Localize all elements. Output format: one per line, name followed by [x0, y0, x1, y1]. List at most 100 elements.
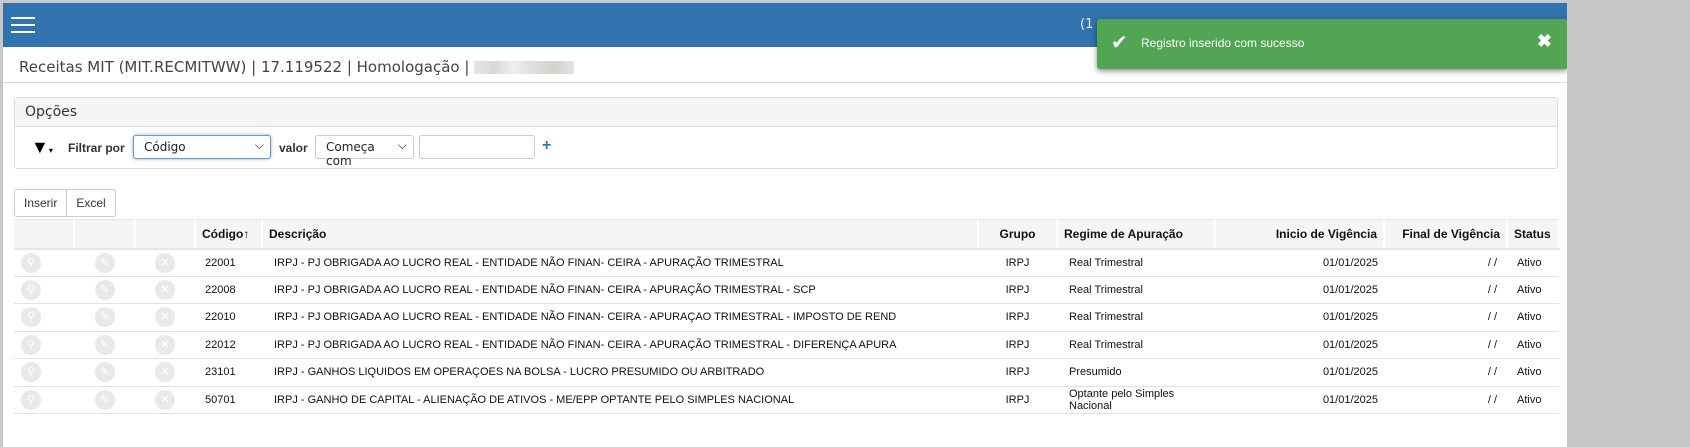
- cell-codigo: 22012: [195, 331, 262, 359]
- edit-icon[interactable]: ✎: [94, 362, 115, 383]
- cell-status: Ativo: [1507, 248, 1559, 277]
- toast-message: Registro inserido com sucesso: [1141, 36, 1305, 50]
- filter-label: Filtrar por: [68, 141, 125, 155]
- col-codigo[interactable]: Código↑: [195, 219, 263, 250]
- view-icon[interactable]: ⚲: [21, 362, 41, 383]
- table-row: ⚲ ✎ ✕ 22012 IRPJ - PJ OBRIGADA AO LUCRO …: [14, 331, 1559, 359]
- cell-grupo: IRPJ: [978, 248, 1057, 277]
- add-filter-button[interactable]: +: [542, 137, 552, 154]
- table-row: ⚲ ✎ ✕ 50701 IRPJ - GANHO DE CAPITAL - AL…: [14, 386, 1559, 414]
- edit-icon[interactable]: ✎: [94, 389, 115, 410]
- cell-inicio: 01/01/2025: [1215, 386, 1384, 414]
- chevron-down-icon: ⌵: [397, 138, 407, 152]
- cell-codigo: 22008: [195, 276, 262, 304]
- filter-icon[interactable]: ▼▾: [31, 137, 53, 157]
- cell-final: / /: [1384, 331, 1507, 359]
- cell-descricao: IRPJ - PJ OBRIGADA AO LUCRO REAL - ENTID…: [262, 248, 978, 277]
- col-status[interactable]: Status: [1507, 219, 1560, 250]
- cell-grupo: IRPJ: [978, 303, 1057, 332]
- cell-final: / /: [1384, 248, 1507, 277]
- value-label: valor: [279, 141, 308, 155]
- view-icon[interactable]: ⚲: [21, 389, 41, 410]
- cell-regime: Real Trimestral: [1057, 303, 1215, 332]
- blurred-user: [474, 61, 575, 74]
- table-row: ⚲ ✎ ✕ 22008 IRPJ - PJ OBRIGADA AO LUCRO …: [14, 276, 1559, 304]
- cell-inicio: 01/01/2025: [1215, 331, 1384, 359]
- header-counter: (1: [1080, 17, 1094, 32]
- view-icon[interactable]: ⚲: [21, 334, 41, 355]
- cell-final: / /: [1384, 303, 1507, 332]
- cell-codigo: 22010: [195, 303, 262, 332]
- options-heading: Opções: [15, 98, 1557, 127]
- cell-regime: Real Trimestral: [1057, 331, 1215, 359]
- view-icon[interactable]: ⚲: [21, 279, 41, 300]
- page-title-text: Receitas MIT (MIT.RECMITWW) | 17.119522 …: [19, 58, 470, 76]
- chevron-down-icon: ⌵: [254, 138, 264, 152]
- cell-descricao: IRPJ - PJ OBRIGADA AO LUCRO REAL - ENTID…: [262, 303, 978, 332]
- delete-icon[interactable]: ✕: [155, 307, 175, 328]
- edit-icon[interactable]: ✎: [94, 252, 115, 273]
- edit-icon[interactable]: ✎: [94, 307, 115, 328]
- cell-final: / /: [1384, 358, 1507, 387]
- cell-descricao: IRPJ - GANHOS LIQUIDOS EM OPERAÇOES NA B…: [262, 358, 978, 387]
- divider: [3, 82, 1567, 83]
- cell-inicio: 01/01/2025: [1215, 276, 1384, 304]
- cell-status: Ativo: [1507, 303, 1559, 332]
- col-grupo[interactable]: Grupo: [978, 219, 1058, 250]
- cell-regime: Real Trimestral: [1057, 248, 1215, 277]
- data-table: Código↑ Descrição Grupo Regime de Apuraç…: [14, 219, 1560, 414]
- cell-grupo: IRPJ: [978, 276, 1057, 304]
- insert-button[interactable]: Inserir: [24, 196, 58, 210]
- operator-value: Começa com: [326, 140, 375, 168]
- edit-icon[interactable]: ✎: [94, 279, 115, 300]
- cell-descricao: IRPJ - PJ OBRIGADA AO LUCRO REAL - ENTID…: [262, 276, 978, 304]
- filter-value-input[interactable]: [419, 135, 535, 159]
- col-descricao[interactable]: Descrição: [262, 219, 979, 250]
- cell-inicio: 01/01/2025: [1215, 303, 1384, 332]
- cell-status: Ativo: [1507, 276, 1559, 304]
- cell-inicio: 01/01/2025: [1215, 248, 1384, 277]
- success-toast: ✔ Registro inserido com sucesso ✖: [1097, 19, 1567, 69]
- cell-regime: Real Trimestral: [1057, 276, 1215, 304]
- col-delete: [135, 219, 196, 250]
- cell-status: Ativo: [1507, 358, 1559, 387]
- sort-asc-icon: ↑: [243, 226, 250, 241]
- delete-icon[interactable]: ✕: [155, 279, 175, 300]
- cell-regime: Presumido: [1057, 358, 1215, 387]
- edit-icon[interactable]: ✎: [94, 334, 115, 355]
- options-panel: Opções ▼▾ Filtrar por Código ⌵ valor Come…: [14, 97, 1558, 169]
- delete-icon[interactable]: ✕: [155, 334, 175, 355]
- app-window: (1 Receitas MIT (MIT.RECMITWW) | 17.1195…: [3, 3, 1567, 447]
- col-final[interactable]: Final de Vigência: [1384, 219, 1508, 250]
- cell-final: / /: [1384, 386, 1507, 414]
- close-icon[interactable]: ✖: [1536, 31, 1552, 51]
- cell-codigo: 22001: [195, 248, 262, 277]
- view-icon[interactable]: ⚲: [21, 252, 41, 273]
- col-regime[interactable]: Regime de Apuração: [1057, 219, 1216, 250]
- cell-grupo: IRPJ: [978, 358, 1057, 387]
- table-row: ⚲ ✎ ✕ 23101 IRPJ - GANHOS LIQUIDOS EM OP…: [14, 358, 1559, 387]
- delete-icon[interactable]: ✕: [155, 389, 175, 410]
- cell-status: Ativo: [1507, 331, 1559, 359]
- filter-field-value: Código: [144, 140, 186, 154]
- cell-inicio: 01/01/2025: [1215, 358, 1384, 387]
- operator-select[interactable]: Começa com ⌵: [315, 135, 414, 168]
- cell-final: / /: [1384, 276, 1507, 304]
- hamburger-menu-icon[interactable]: [11, 17, 35, 35]
- delete-icon[interactable]: ✕: [155, 252, 175, 273]
- cell-codigo: 50701: [195, 386, 262, 414]
- cell-grupo: IRPJ: [978, 331, 1057, 359]
- cell-descricao: IRPJ - GANHO DE CAPITAL - ALIENAÇÃO DE A…: [262, 386, 978, 414]
- action-buttons: Inserir Excel: [14, 189, 116, 217]
- col-view: [14, 219, 75, 250]
- view-icon[interactable]: ⚲: [21, 307, 41, 328]
- delete-icon[interactable]: ✕: [155, 362, 175, 383]
- check-icon: ✔: [1111, 32, 1128, 54]
- page-title: Receitas MIT (MIT.RECMITWW) | 17.119522 …: [19, 58, 575, 76]
- filter-field-select[interactable]: Código ⌵: [133, 135, 271, 159]
- excel-button[interactable]: Excel: [66, 190, 114, 216]
- table-row: ⚲ ✎ ✕ 22001 IRPJ - PJ OBRIGADA AO LUCRO …: [14, 248, 1559, 277]
- cell-grupo: IRPJ: [978, 386, 1057, 414]
- col-inicio[interactable]: Inicio de Vigência: [1215, 219, 1385, 250]
- cell-status: Ativo: [1507, 386, 1559, 414]
